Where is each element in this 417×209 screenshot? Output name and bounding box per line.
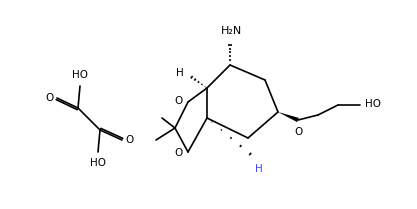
Text: H: H [176,68,184,78]
Text: H₂N: H₂N [221,26,243,36]
Text: O: O [46,93,54,103]
Polygon shape [278,112,299,122]
Text: O: O [295,127,303,137]
Text: O: O [125,135,133,145]
Text: H: H [255,164,263,174]
Text: HO: HO [365,99,381,109]
Text: O: O [175,96,183,106]
Text: O: O [175,148,183,158]
Text: HO: HO [90,158,106,168]
Text: HO: HO [72,70,88,80]
